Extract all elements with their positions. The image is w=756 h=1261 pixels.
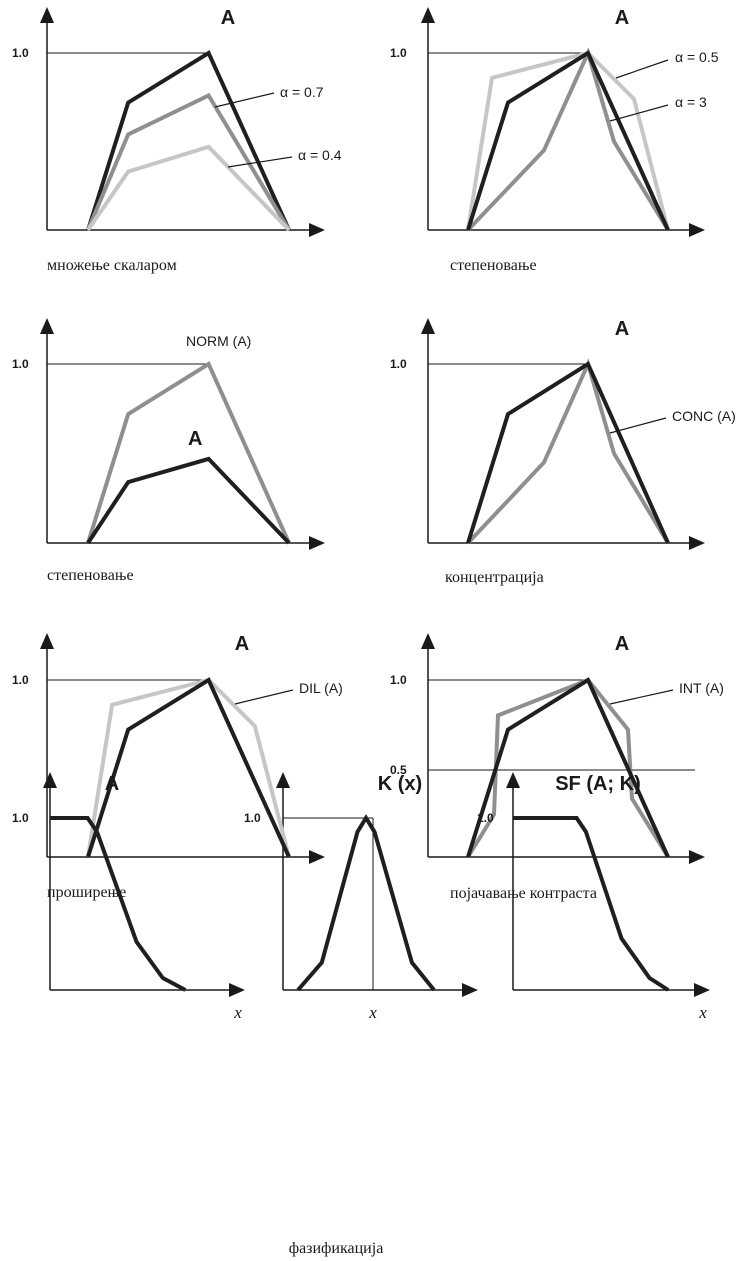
- y-axis-arrow: [40, 318, 54, 334]
- panel-title: A: [615, 633, 629, 655]
- y-axis-arrow: [40, 633, 54, 649]
- tick-label: 1.0: [390, 357, 407, 371]
- leader-line: [609, 104, 669, 122]
- y-axis-arrow: [40, 7, 54, 23]
- panel-caption: концентрација: [445, 569, 544, 586]
- curve-dark: [513, 816, 670, 992]
- panel-title: A: [105, 773, 119, 795]
- panel-title: A: [615, 7, 629, 29]
- tick-label: 1.0: [244, 811, 261, 825]
- leader-line: [234, 689, 294, 705]
- tick-label: 1.0: [12, 46, 29, 60]
- curve-dark: [50, 816, 187, 992]
- curve-annotation: A: [188, 428, 202, 450]
- curve-mid: [86, 92, 291, 232]
- x-axis-arrow: [309, 850, 325, 864]
- panel-p6: [421, 633, 705, 864]
- figure-caption: фазификација: [289, 1240, 384, 1257]
- x-axis-arrow: [229, 983, 245, 997]
- panel-p4: [421, 318, 705, 550]
- panel-caption: степеновање: [450, 257, 537, 274]
- x-axis-arrow: [689, 536, 705, 550]
- x-axis-arrow: [689, 850, 705, 864]
- x-axis-label: x: [698, 1003, 707, 1022]
- curve-dark: [86, 677, 291, 858]
- x-axis-label: x: [233, 1003, 242, 1022]
- curve-annotation: CONC (A): [672, 408, 736, 424]
- curve-mid: [466, 677, 670, 859]
- x-axis-label: x: [368, 1003, 377, 1022]
- curve-dark: [466, 677, 670, 858]
- panel-p1: [40, 7, 325, 237]
- curve-annotation: α = 0.4: [298, 147, 342, 163]
- curve-annotation: DIL (A): [299, 680, 343, 696]
- leader-line: [609, 417, 667, 434]
- curve-annotation: NORM (A): [186, 333, 251, 349]
- curve-dark: [466, 50, 670, 231]
- curve-mid: [466, 358, 670, 545]
- y-axis-arrow: [421, 7, 435, 23]
- y-axis-arrow: [421, 633, 435, 649]
- panel-caption: проширење: [47, 884, 126, 901]
- x-axis-arrow: [462, 983, 478, 997]
- curve-light: [86, 677, 291, 858]
- leader-line: [615, 59, 669, 79]
- leader-line: [609, 689, 674, 705]
- tick-label: 1.0: [390, 46, 407, 60]
- curve-mid: [86, 361, 291, 544]
- x-axis-arrow: [689, 223, 705, 237]
- y-axis-arrow: [276, 772, 290, 788]
- x-axis-arrow: [309, 223, 325, 237]
- panel-p8: [276, 772, 478, 997]
- panel-caption: множење скаларом: [47, 257, 177, 274]
- curve-dark: [86, 50, 291, 231]
- panel-p3: [40, 318, 325, 550]
- panel-title: A: [615, 318, 629, 340]
- tick-label: 1.0: [12, 357, 29, 371]
- leader-line: [227, 156, 293, 168]
- curve-light: [466, 50, 670, 231]
- curve-dark: [466, 361, 670, 544]
- curve-dark: [296, 814, 436, 992]
- panel-caption: појачавање контраста: [450, 885, 597, 902]
- panel-title: A: [221, 7, 235, 29]
- curve-mid: [466, 47, 670, 232]
- panel-title: SF (A; K): [555, 773, 641, 795]
- leader-line: [214, 92, 275, 108]
- tick-label: 1.0: [477, 811, 494, 825]
- tick-label: 1.0: [390, 673, 407, 687]
- panel-title: K (x): [378, 773, 422, 795]
- tick-label: 1.0: [12, 673, 29, 687]
- curve-annotation: INT (A): [679, 680, 724, 696]
- curve-dark: [86, 456, 291, 545]
- x-axis-arrow: [309, 536, 325, 550]
- curve-annotation: α = 0.7: [280, 84, 324, 100]
- tick-label: 0.5: [390, 763, 407, 777]
- curve-light: [86, 144, 291, 232]
- y-axis-arrow: [43, 772, 57, 788]
- y-axis-arrow: [506, 772, 520, 788]
- x-axis-arrow: [694, 983, 710, 997]
- panel-p2: [421, 7, 705, 237]
- curve-annotation: α = 0.5: [675, 49, 719, 65]
- curve-annotation: α = 3: [675, 94, 707, 110]
- y-axis-arrow: [421, 318, 435, 334]
- panel-title: A: [235, 633, 249, 655]
- panel-caption: степеновање: [47, 567, 134, 584]
- tick-label: 1.0: [12, 811, 29, 825]
- panel-p5: [40, 633, 325, 864]
